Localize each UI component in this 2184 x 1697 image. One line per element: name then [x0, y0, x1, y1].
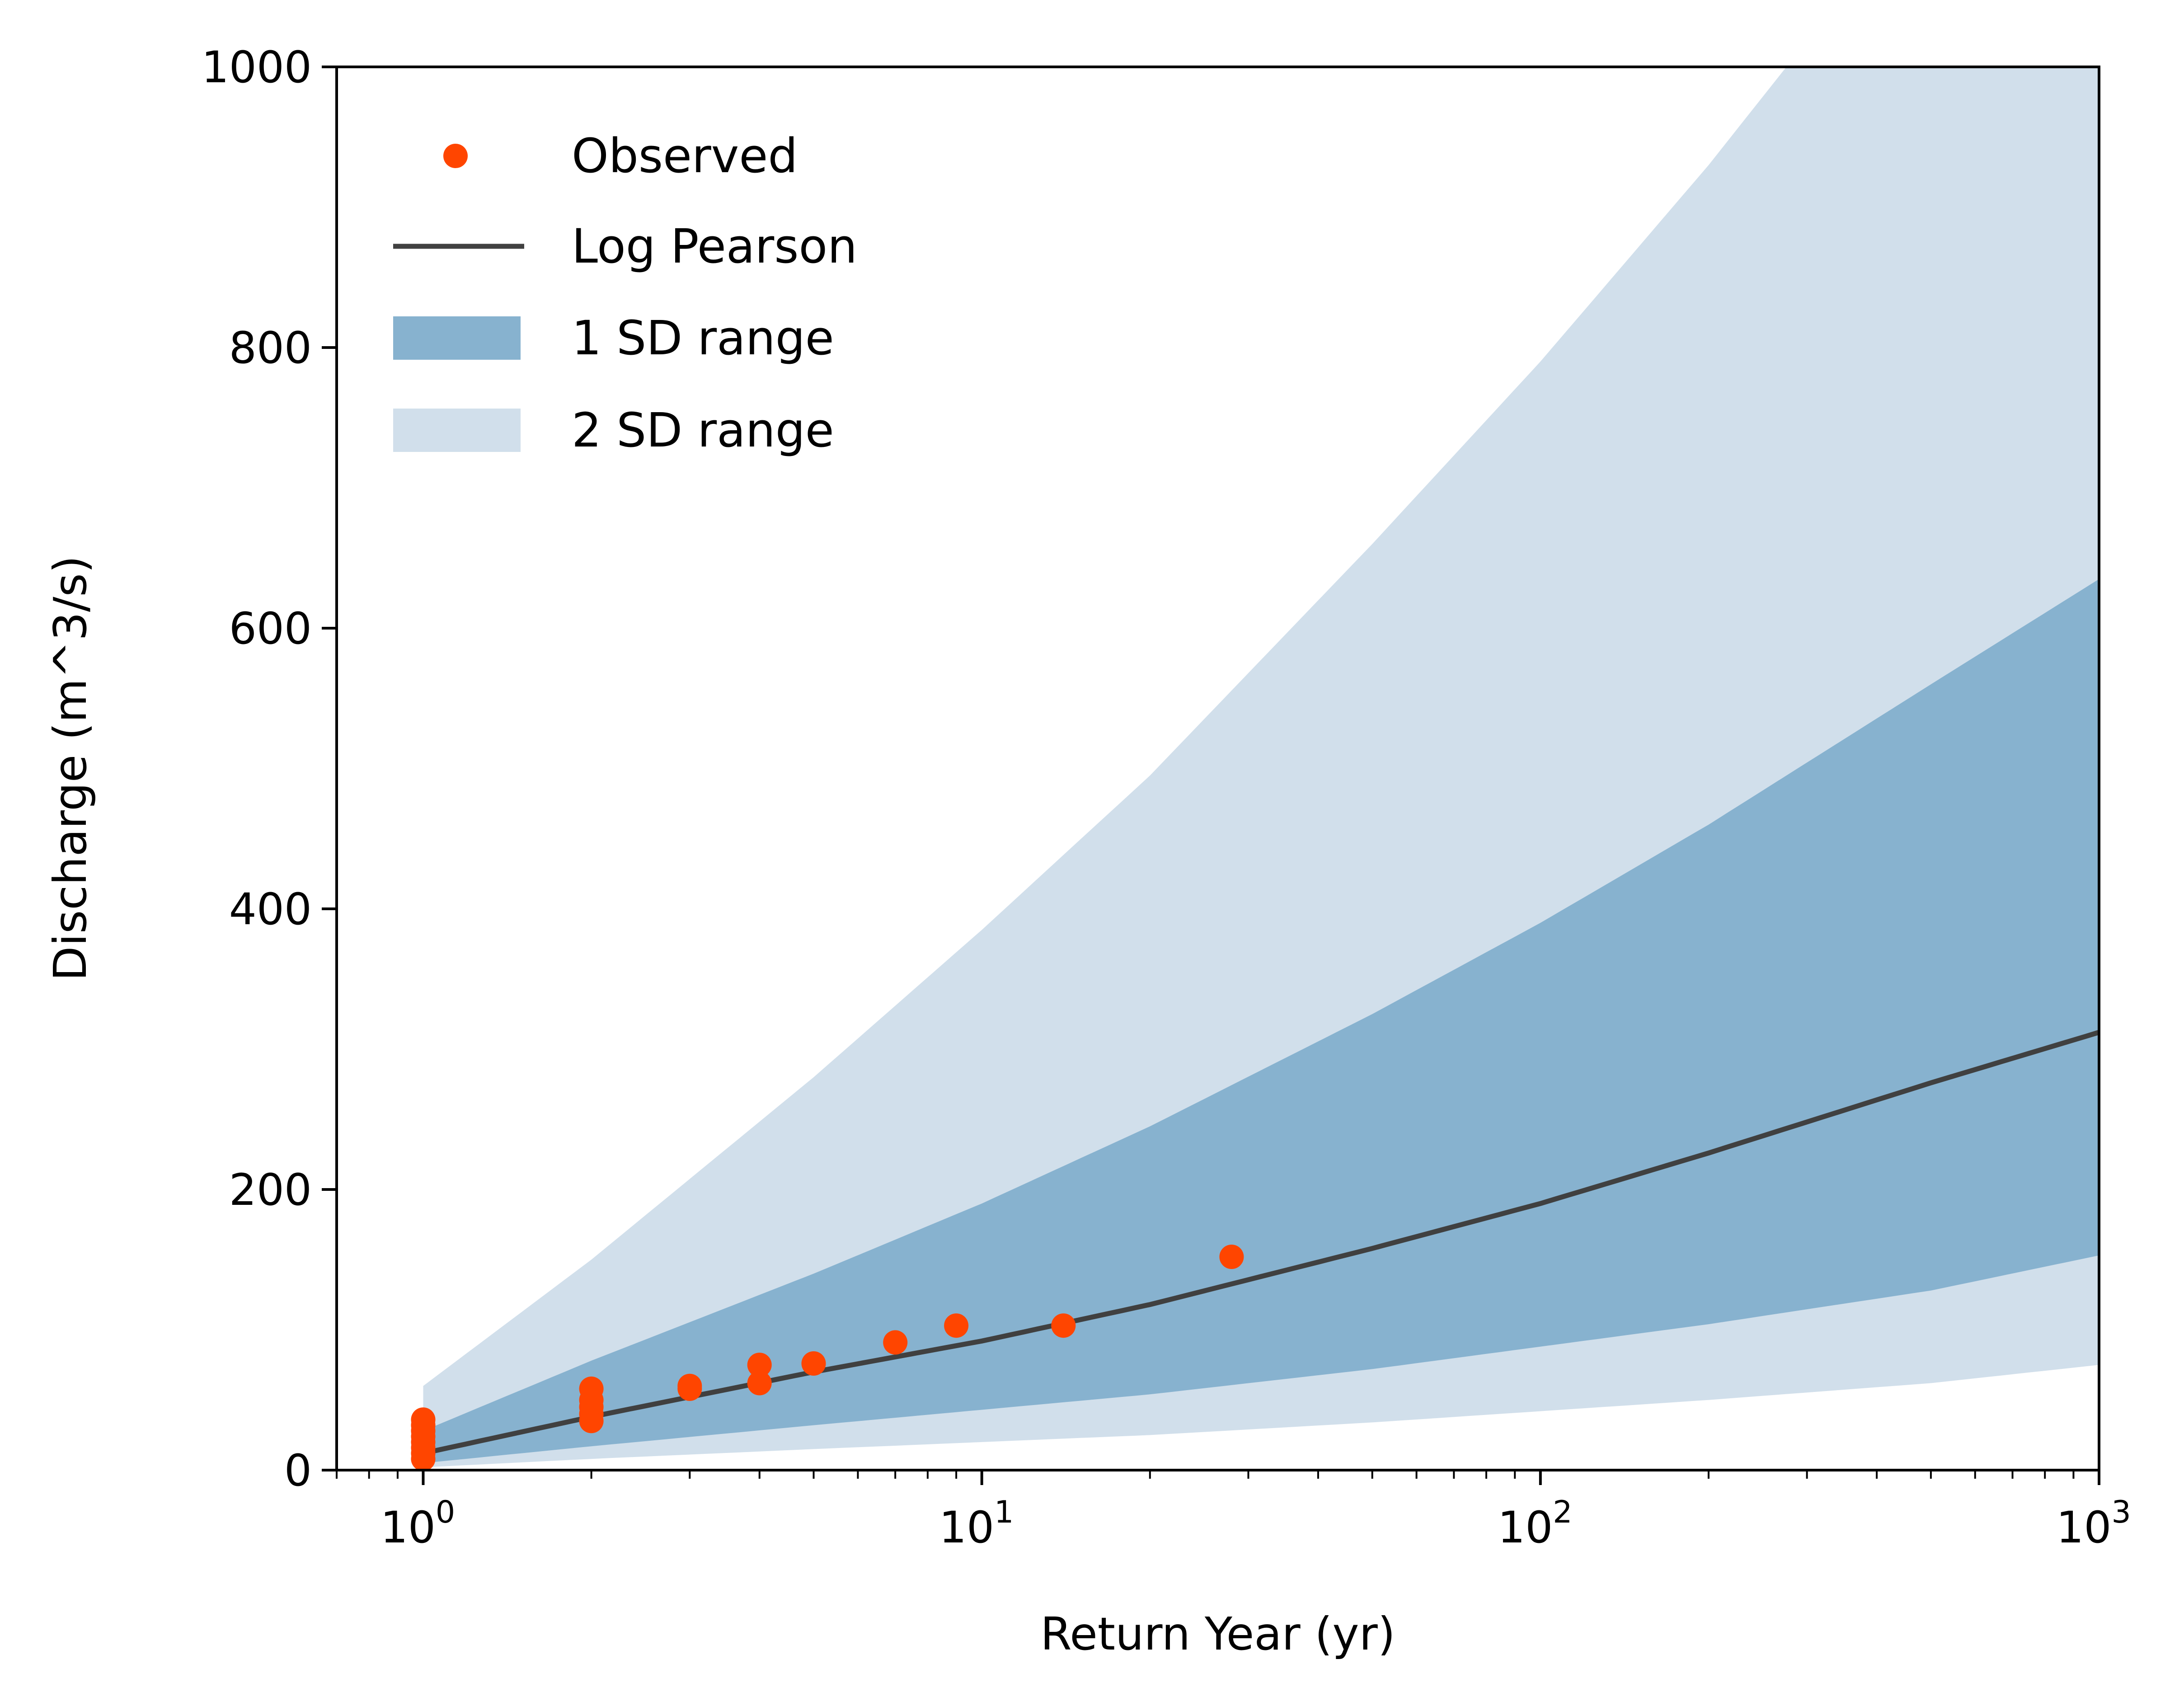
legend-observed-marker — [443, 144, 468, 168]
legend-2sd-swatch — [393, 409, 521, 452]
observed-point — [747, 1353, 772, 1377]
bands-layer — [423, 67, 2099, 1467]
y-tick-label: 800 — [229, 323, 312, 373]
observed-point — [747, 1371, 772, 1396]
legend-label: 2 SD range — [572, 403, 834, 458]
points-layer — [411, 1245, 1244, 1470]
x-tick-label: 101 — [939, 1495, 1014, 1553]
legend-1sd-swatch — [393, 316, 521, 360]
x-tick-label: 102 — [1498, 1495, 1572, 1553]
band-1sd — [423, 579, 2099, 1463]
observed-point — [677, 1373, 702, 1398]
observed-point — [883, 1330, 908, 1355]
y-tick-label: 400 — [229, 884, 312, 935]
observed-point — [944, 1313, 969, 1338]
y-tick-label: 600 — [229, 603, 312, 654]
legend-label: Log Pearson — [572, 219, 857, 274]
plot-area — [411, 67, 2099, 1470]
x-axis-label: Return Year (yr) — [1040, 1608, 1395, 1660]
y-axis-label: Discharge (m^3/s) — [44, 555, 97, 981]
y-tick-label: 0 — [284, 1445, 312, 1496]
log-pearson-line — [423, 1029, 2099, 1456]
y-tick-label: 200 — [229, 1165, 312, 1215]
line-layer — [423, 1029, 2099, 1456]
y-tick-label: 1000 — [202, 42, 312, 93]
observed-point — [579, 1376, 604, 1401]
x-tick-label: 103 — [2056, 1495, 2131, 1553]
legend-label: 1 SD range — [572, 310, 834, 366]
plot-frame — [335, 66, 2100, 1471]
observed-point — [1051, 1313, 1076, 1338]
observed-point — [1219, 1245, 1244, 1269]
legend: Observed Log Pearson 1 SD range 2 SD range — [393, 128, 857, 458]
legend-label: Observed — [572, 128, 798, 183]
observed-point — [801, 1351, 826, 1376]
axes-layer: 0 200 400 600 800 1000 100 101 102 103 — [202, 42, 2131, 1553]
x-tick-label: 100 — [380, 1495, 455, 1553]
observed-point — [411, 1407, 436, 1432]
